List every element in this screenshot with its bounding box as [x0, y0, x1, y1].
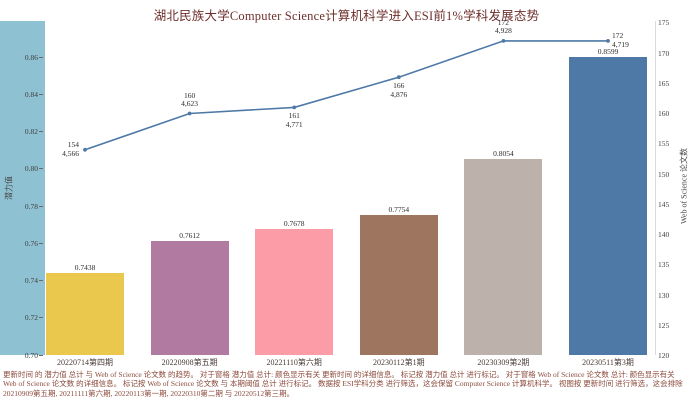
line-point-label: 172 4,719	[612, 31, 629, 49]
left-axis-tick: 0.78	[0, 202, 43, 211]
line-point-label: 161 4,771	[285, 111, 303, 129]
bar-value-label: 0.7754	[388, 204, 410, 214]
wos-data-point[interactable]	[187, 111, 192, 116]
bar-20230511第3期[interactable]	[569, 57, 647, 355]
bar-20230112第1期[interactable]	[359, 214, 438, 355]
bar-value-label: 0.8599	[597, 47, 619, 57]
line-point-label: 166 4,876	[390, 81, 408, 99]
bar-value-label: 0.8054	[493, 148, 514, 158]
right-axis-tick: 160	[658, 109, 670, 118]
bar-20230309第2期[interactable]	[464, 158, 543, 355]
category-label: 20221110第六期	[266, 358, 322, 367]
wos-data-point[interactable]	[501, 39, 506, 43]
left-axis-tick: 0.72	[0, 313, 43, 322]
left-axis-tick: 0.84	[0, 90, 43, 99]
category-label: 20220714第四期	[57, 358, 113, 367]
right-axis-tick: 125	[658, 320, 670, 330]
line-point-label: 154 4,566	[62, 140, 79, 158]
wos-data-point[interactable]	[83, 147, 87, 152]
wos-trend-line[interactable]	[84, 40, 608, 151]
left-axis-tick: 0.82	[0, 127, 43, 136]
chart-title: 湖北民族大学Computer Science计算机科学进入ESI前1%学科发展态…	[153, 9, 540, 23]
right-axis-tick: 120	[658, 351, 670, 360]
left-axis-color-band	[0, 21, 45, 355]
bar-20220714第四期[interactable]	[46, 273, 124, 355]
left-axis-tick: 0.80	[0, 164, 43, 173]
left-axis-tick: 0.74	[0, 276, 43, 285]
bar-value-label: 0.7438	[74, 263, 96, 273]
line-point-label: 160 4,623	[181, 90, 199, 108]
category-label: 20220908第五期	[161, 358, 218, 367]
right-axis-tick: 145	[658, 199, 670, 209]
bar-value-label: 0.7612	[179, 231, 200, 240]
right-axis-tick: 175	[658, 18, 670, 28]
right-axis-tick: 140	[658, 230, 670, 239]
bar-20221110第六期[interactable]	[255, 228, 334, 355]
category-label: 20230309第2期	[477, 358, 530, 367]
bar-20220908第五期[interactable]	[150, 241, 229, 355]
wos-data-point[interactable]	[396, 75, 401, 80]
right-axis-tick: 150	[658, 169, 670, 179]
caption: 更新时间 的 潜力值 总计 与 Web of Science 论文数 的趋势。 …	[3, 370, 683, 398]
wos-data-point[interactable]	[292, 105, 297, 110]
right-axis-tick: 135	[658, 260, 670, 270]
category-label: 20230112第1期	[372, 358, 425, 367]
line-point-label: 172 4,928	[494, 17, 512, 36]
right-axis-line	[655, 21, 656, 355]
right-axis-tick: 130	[658, 290, 670, 300]
left-axis-tick: 0.76	[0, 239, 43, 248]
right-axis-tick: 165	[658, 78, 670, 88]
wos-data-point[interactable]	[606, 39, 610, 43]
left-axis-tick: 0.70	[0, 351, 43, 360]
left-axis-tick: 0.86	[0, 53, 43, 62]
right-axis-tick: 155	[658, 139, 670, 149]
category-label: 20230511第3期	[582, 358, 634, 367]
bar-value-label: 0.7678	[283, 218, 305, 228]
right-axis-tick: 170	[658, 48, 670, 58]
